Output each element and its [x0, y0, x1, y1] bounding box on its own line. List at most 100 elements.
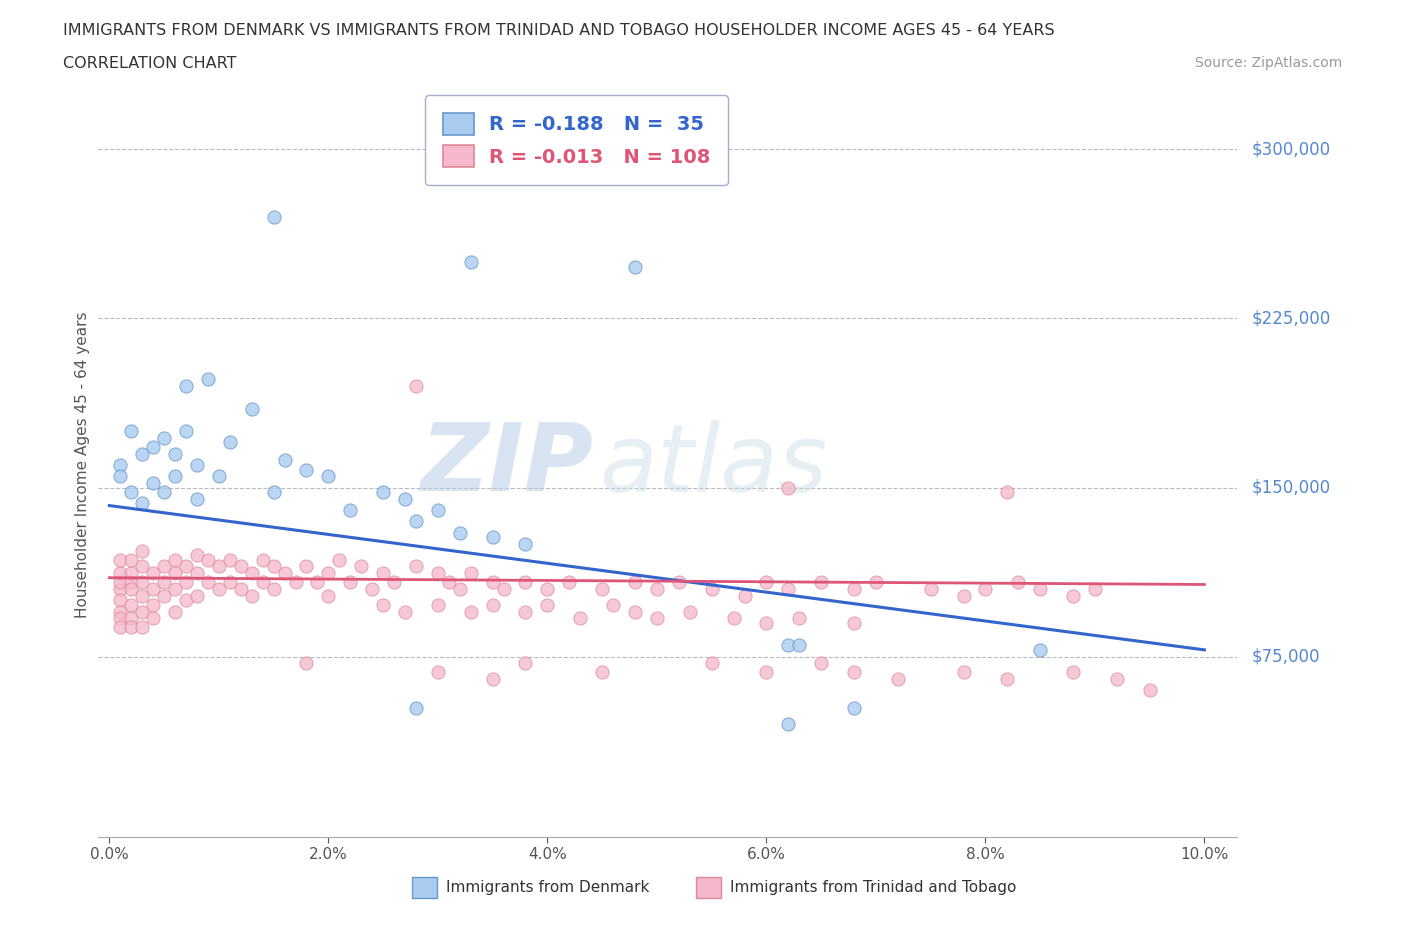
Point — [591, 581, 613, 596]
Point — [165, 469, 187, 484]
Point — [405, 701, 427, 716]
Point — [186, 458, 208, 472]
Point — [120, 597, 142, 612]
Point — [515, 575, 537, 590]
Point — [734, 589, 756, 604]
Point — [449, 525, 471, 540]
Point — [339, 575, 361, 590]
Point — [110, 575, 132, 590]
Point — [153, 589, 176, 604]
Point — [755, 575, 778, 590]
Point — [492, 581, 515, 596]
Point — [110, 611, 132, 626]
Point — [263, 559, 285, 574]
Text: CORRELATION CHART: CORRELATION CHART — [63, 56, 236, 71]
Point — [974, 581, 997, 596]
Point — [437, 575, 460, 590]
Point — [460, 604, 482, 619]
Legend: R = -0.188   N =  35, R = -0.013   N = 108: R = -0.188 N = 35, R = -0.013 N = 108 — [425, 95, 728, 185]
Point — [186, 565, 208, 580]
Point — [624, 604, 647, 619]
Point — [481, 575, 503, 590]
Point — [165, 552, 187, 567]
Point — [558, 575, 581, 590]
Point — [120, 611, 142, 626]
Point — [295, 559, 318, 574]
Point — [426, 597, 449, 612]
Point — [240, 401, 263, 416]
Point — [778, 717, 800, 732]
Point — [668, 575, 690, 590]
Point — [131, 604, 153, 619]
Point — [208, 581, 231, 596]
Point — [602, 597, 624, 612]
Point — [142, 565, 165, 580]
Point — [174, 559, 197, 574]
Point — [1062, 665, 1084, 680]
FancyBboxPatch shape — [696, 877, 721, 898]
Point — [755, 616, 778, 631]
Point — [350, 559, 373, 574]
Point — [887, 671, 910, 686]
Point — [165, 565, 187, 580]
Point — [197, 575, 219, 590]
Point — [165, 581, 187, 596]
Point — [295, 656, 318, 671]
Point — [240, 565, 263, 580]
Point — [842, 616, 865, 631]
Point — [142, 475, 165, 490]
Point — [679, 604, 702, 619]
Point — [952, 665, 974, 680]
Point — [131, 446, 153, 461]
Point — [153, 431, 176, 445]
Point — [515, 537, 537, 551]
Point — [252, 575, 274, 590]
Point — [700, 581, 723, 596]
Point — [778, 638, 800, 653]
Point — [995, 671, 1018, 686]
Point — [120, 552, 142, 567]
Point — [263, 581, 285, 596]
Point — [371, 597, 394, 612]
Point — [252, 552, 274, 567]
Point — [460, 565, 482, 580]
Point — [645, 581, 668, 596]
Point — [361, 581, 384, 596]
Point — [1029, 643, 1052, 658]
Text: Immigrants from Trinidad and Tobago: Immigrants from Trinidad and Tobago — [731, 880, 1017, 895]
Point — [810, 656, 832, 671]
Point — [120, 581, 142, 596]
Point — [449, 581, 471, 596]
Text: $225,000: $225,000 — [1251, 310, 1330, 327]
Point — [165, 446, 187, 461]
Point — [131, 620, 153, 635]
Point — [624, 259, 647, 274]
Point — [426, 502, 449, 517]
Point — [371, 485, 394, 499]
Point — [229, 581, 252, 596]
Point — [208, 559, 231, 574]
Point — [273, 565, 295, 580]
Point — [174, 379, 197, 393]
Point — [120, 575, 142, 590]
Point — [218, 552, 240, 567]
Point — [284, 575, 307, 590]
FancyBboxPatch shape — [412, 877, 437, 898]
Point — [1029, 581, 1052, 596]
Point — [405, 559, 427, 574]
Point — [165, 604, 187, 619]
Point — [1062, 589, 1084, 604]
Point — [120, 565, 142, 580]
Point — [536, 581, 558, 596]
Point — [110, 552, 132, 567]
Point — [920, 581, 942, 596]
Text: Immigrants from Denmark: Immigrants from Denmark — [446, 880, 650, 895]
Point — [1007, 575, 1029, 590]
Point — [394, 491, 416, 506]
Point — [1105, 671, 1128, 686]
Point — [787, 638, 810, 653]
Point — [131, 575, 153, 590]
Point — [186, 589, 208, 604]
Point — [382, 575, 405, 590]
Point — [426, 665, 449, 680]
